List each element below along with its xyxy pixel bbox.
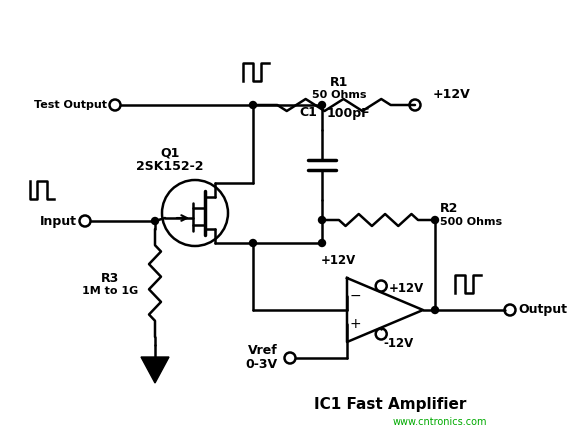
Text: Q1: Q1 bbox=[160, 146, 180, 159]
Text: +12V: +12V bbox=[321, 254, 356, 267]
Text: 2SK152-2: 2SK152-2 bbox=[136, 159, 204, 172]
Text: -12V: -12V bbox=[383, 337, 414, 350]
Text: Test Output: Test Output bbox=[34, 100, 107, 110]
Circle shape bbox=[249, 239, 257, 247]
Text: 1M to 1G: 1M to 1G bbox=[82, 286, 138, 296]
Text: −: − bbox=[349, 289, 361, 302]
Circle shape bbox=[249, 102, 257, 108]
Text: Output: Output bbox=[518, 304, 567, 317]
Text: Vref: Vref bbox=[248, 344, 278, 358]
Text: R2: R2 bbox=[440, 201, 458, 215]
Text: www.cntronics.com: www.cntronics.com bbox=[393, 417, 487, 427]
Text: IC1 Fast Amplifier: IC1 Fast Amplifier bbox=[314, 397, 466, 413]
Text: 50 Ohms: 50 Ohms bbox=[312, 90, 366, 100]
Circle shape bbox=[319, 102, 325, 108]
Circle shape bbox=[431, 216, 438, 223]
Circle shape bbox=[431, 306, 438, 314]
Text: C1: C1 bbox=[299, 107, 317, 120]
Circle shape bbox=[319, 216, 325, 223]
Circle shape bbox=[151, 217, 159, 225]
Circle shape bbox=[319, 239, 325, 247]
Text: 0-3V: 0-3V bbox=[246, 359, 278, 372]
Text: 100pF: 100pF bbox=[327, 107, 371, 120]
Polygon shape bbox=[141, 357, 169, 383]
Text: R1: R1 bbox=[330, 76, 348, 89]
Text: R3: R3 bbox=[101, 271, 119, 285]
Text: +12V: +12V bbox=[389, 282, 425, 295]
Text: 500 Ohms: 500 Ohms bbox=[440, 217, 502, 227]
Text: +12V: +12V bbox=[433, 89, 471, 102]
Text: +: + bbox=[349, 318, 361, 331]
Text: Input: Input bbox=[40, 215, 77, 228]
